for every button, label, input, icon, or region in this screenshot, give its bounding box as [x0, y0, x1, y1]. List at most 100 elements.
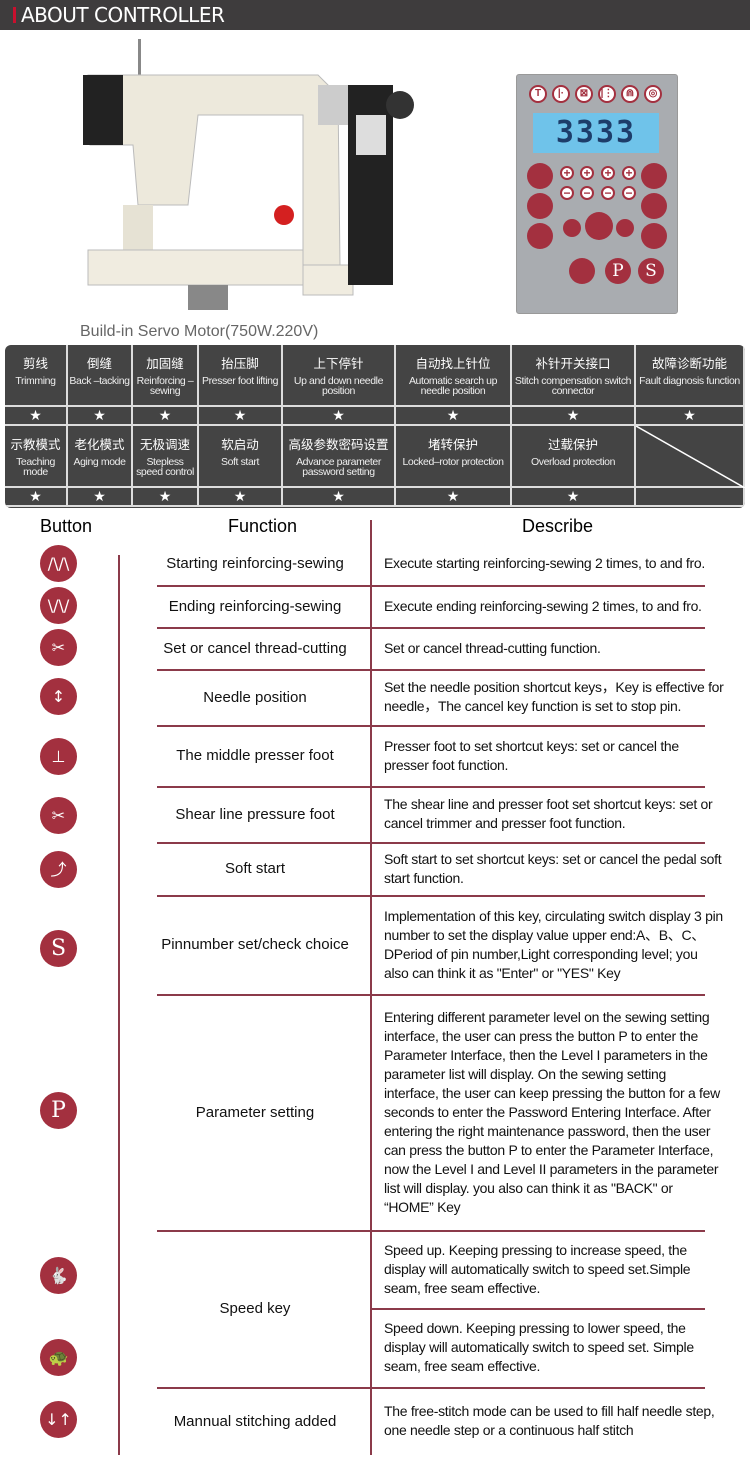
feature-cell: 自动找上针位 Automatic search up needle positio…	[396, 345, 512, 407]
feature-name-zh: 故障诊断功能	[651, 356, 727, 371]
s-key[interactable]: S	[638, 258, 664, 284]
end-reinforce-key[interactable]	[641, 163, 667, 189]
feature-name-en: Back –tacking	[69, 375, 130, 387]
row-divider	[157, 669, 705, 671]
section-header: ABOUT CONTROLLER	[0, 0, 750, 30]
feature-name-zh: 高级参数密码设置	[288, 437, 389, 452]
describe-cell: Presser foot to set shortcut keys: set o…	[384, 737, 679, 773]
feature-name-zh: 自动找上针位	[415, 356, 491, 371]
describe-cell: Entering different parameter level on th…	[384, 1008, 720, 1215]
p-key[interactable]: P	[605, 258, 631, 284]
describe-cell: The shear line and presser foot set shor…	[384, 796, 713, 831]
feature-cell: 老化模式 Aging mode	[68, 426, 133, 488]
feature-star: ★	[5, 407, 68, 426]
feature-name-zh: 加固缝	[146, 356, 184, 371]
feature-star: ★	[133, 488, 199, 507]
shear-presser-key[interactable]	[527, 223, 553, 249]
soft-start-key[interactable]	[585, 212, 613, 240]
manual-stitch-key[interactable]	[569, 258, 595, 284]
key-top-3[interactable]: ⊠	[575, 85, 593, 103]
feature-name-zh: 补针开关接口	[535, 356, 611, 371]
minus-key[interactable]: −	[601, 186, 615, 200]
describe-cell: Set or cancel thread-cutting function.	[384, 639, 601, 656]
shear-presser-icon: ✂	[40, 797, 77, 834]
feature-star: ★	[199, 488, 283, 507]
function-cell: Pinnumber set/check choice	[161, 936, 349, 953]
minus-key[interactable]: −	[560, 186, 574, 200]
feature-grid: 剪线 Trimming ★ 倒缝 Back –tacking ★ 加固缝 Reinforcin…	[5, 345, 745, 508]
column-divider	[370, 520, 372, 1455]
section-title: ABOUT CONTROLLER	[21, 3, 225, 27]
start-reinforce-icon: /\/\	[40, 545, 77, 582]
rabbit-key[interactable]	[616, 219, 634, 237]
start-reinforce-key[interactable]	[527, 163, 553, 189]
row-divider	[157, 786, 705, 788]
end-reinforce-icon: \/\/	[40, 587, 77, 624]
feature-cell: 抬压脚 Presser foot lifting	[199, 345, 283, 407]
feature-star: ★	[68, 488, 133, 507]
row-divider	[157, 895, 705, 897]
describe-cell: Implementation of this key, circulating …	[384, 907, 723, 981]
needle-position-key[interactable]	[641, 223, 667, 249]
function-cell: Speed key	[219, 1300, 291, 1317]
describe-cell: Execute starting reinforcing-sewing 2 ti…	[384, 555, 705, 571]
feature-cell	[635, 425, 745, 489]
function-cell: Parameter setting	[195, 1103, 315, 1121]
soft-start-icon: ⤴	[40, 851, 77, 888]
feature-name-en: Fault diagnosis function	[639, 375, 740, 387]
column-header-button: Button	[40, 516, 93, 536]
feature-name-en: Reinforcing –sewing	[136, 375, 194, 397]
feature-name-en: Aging mode	[73, 456, 126, 468]
feature-name-zh: 堵转保护	[427, 437, 478, 452]
scissors-key[interactable]	[641, 193, 667, 219]
row-divider	[157, 1387, 705, 1389]
function-cell: Soft start	[224, 860, 286, 877]
feature-name-zh: 软启动	[221, 437, 259, 452]
function-cell: Shear line pressure foot	[175, 805, 335, 823]
describe-cell: Speed up. Keeping pressing to increase s…	[384, 1241, 691, 1296]
feature-name-en: Trimming	[15, 375, 56, 387]
feature-name-zh: 老化模式	[74, 437, 125, 452]
feature-star: ★	[396, 407, 512, 426]
feature-star	[636, 488, 745, 507]
describe-cell: Speed down. Keeping pressing to lower sp…	[384, 1320, 694, 1374]
feature-star: ★	[512, 407, 636, 426]
key-t[interactable]: T	[529, 85, 547, 103]
feature-name-en: Overload protection	[530, 456, 616, 468]
row-divider	[370, 1308, 705, 1310]
feature-cell: 加固缝 Reinforcing –sewing	[133, 345, 199, 407]
feature-name-en: Stitch compensation switch connector	[514, 375, 632, 397]
plus-key[interactable]: +	[560, 166, 574, 180]
feature-cell: 补针开关接口 Stitch compensation switch connect…	[512, 345, 636, 407]
lcd-display: 3333	[533, 113, 659, 153]
feature-name-zh: 上下停针	[313, 356, 364, 371]
key-top-6[interactable]: ◎	[644, 85, 662, 103]
key-top-4[interactable]: |⋮	[598, 85, 616, 103]
presser-foot-key[interactable]	[527, 193, 553, 219]
function-cell: Starting reinforcing-sewing	[166, 555, 344, 572]
function-cell: The middle presser foot	[176, 747, 334, 764]
minus-key[interactable]: −	[622, 186, 636, 200]
plus-key[interactable]: +	[622, 166, 636, 180]
describe-cell: Execute ending reinforcing-sewing 2 time…	[384, 597, 702, 614]
feature-star: ★	[133, 407, 199, 426]
key-top-5[interactable]: ⋒	[621, 85, 639, 103]
row-divider	[157, 1230, 705, 1232]
feature-name-en: Presser foot lifting	[201, 375, 279, 387]
rabbit-icon: 🐇	[40, 1257, 77, 1294]
feature-name-en: Teaching mode	[16, 456, 55, 478]
plus-key[interactable]: +	[580, 166, 594, 180]
feature-name-zh: 过载保护	[547, 437, 598, 452]
row-divider	[157, 842, 705, 844]
feature-star: ★	[636, 407, 745, 426]
product-caption: Build-in Servo Motor(750W.220V)	[80, 323, 319, 340]
feature-star: ★	[68, 407, 133, 426]
turtle-icon: 🐢	[40, 1339, 77, 1376]
feature-cell: 故障诊断功能 Fault diagnosis function	[636, 345, 745, 407]
feature-cell: 无极调速 Stepless speed control	[133, 426, 199, 488]
turtle-key[interactable]	[563, 219, 581, 237]
minus-key[interactable]: −	[580, 186, 594, 200]
plus-key[interactable]: +	[601, 166, 615, 180]
key-top-2[interactable]: |·	[552, 85, 570, 103]
function-cell: Set or cancel thread-cutting	[163, 639, 347, 657]
